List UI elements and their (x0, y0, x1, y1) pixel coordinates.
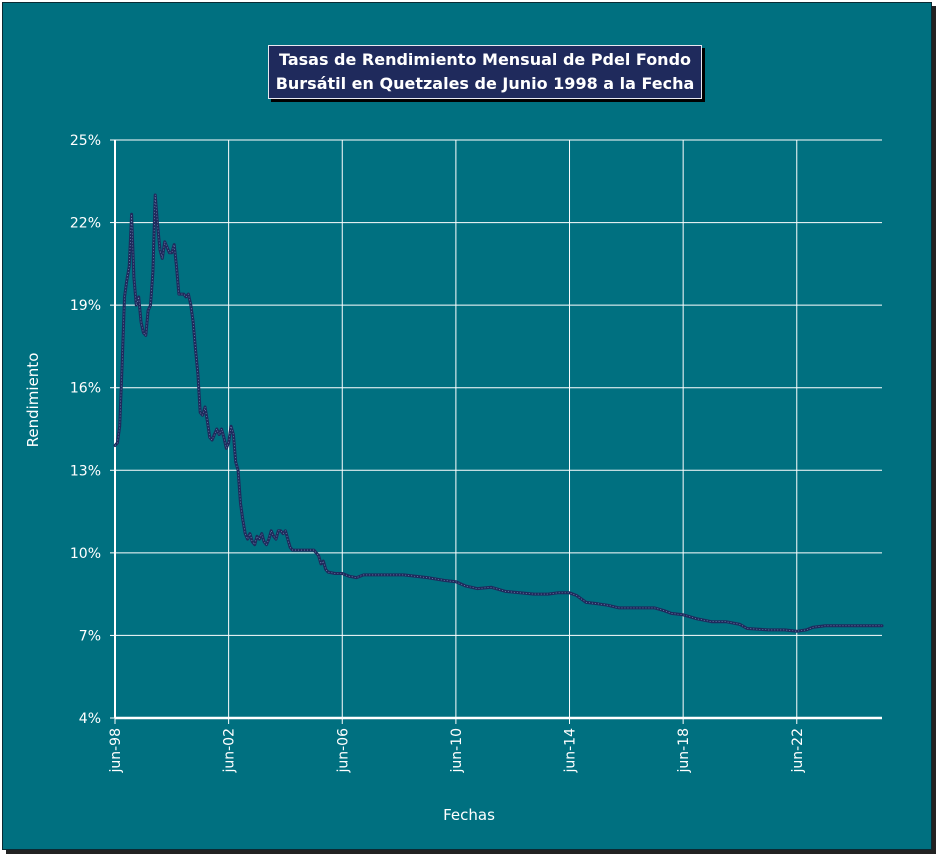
y-tick-label: 19% (70, 298, 101, 314)
series-line (113, 193, 884, 633)
y-tick-label: 13% (70, 463, 101, 479)
y-tick-label: 22% (70, 216, 101, 232)
x-tick-label: jun-14 (563, 728, 579, 774)
chart-title-line-1: Tasas de Rendimiento Mensual de Pdel Fon… (278, 50, 692, 69)
x-axis-label: Fechas (443, 806, 495, 824)
y-tick-label: 25% (70, 133, 101, 149)
y-axis-label: Rendimiento (24, 353, 42, 448)
y-tick-label: 16% (70, 381, 101, 397)
chart-title: Tasas de Rendimiento Mensual de Pdel Fon… (268, 45, 702, 99)
x-tick-label: jun-98 (108, 728, 124, 774)
x-tick-label: jun-22 (790, 728, 806, 774)
y-tick-label: 4% (79, 711, 101, 727)
x-tick-label: jun-18 (676, 728, 692, 774)
x-tick-label: jun-10 (449, 728, 465, 774)
y-tick-label: 7% (79, 628, 101, 644)
y-tick-label: 10% (70, 546, 101, 562)
x-tick-label: jun-02 (222, 728, 238, 774)
chart-title-line-2: Bursátil en Quetzales de Junio 1998 a la… (275, 74, 695, 93)
series-line-highlight (114, 194, 882, 632)
x-tick-label: jun-06 (335, 728, 351, 774)
